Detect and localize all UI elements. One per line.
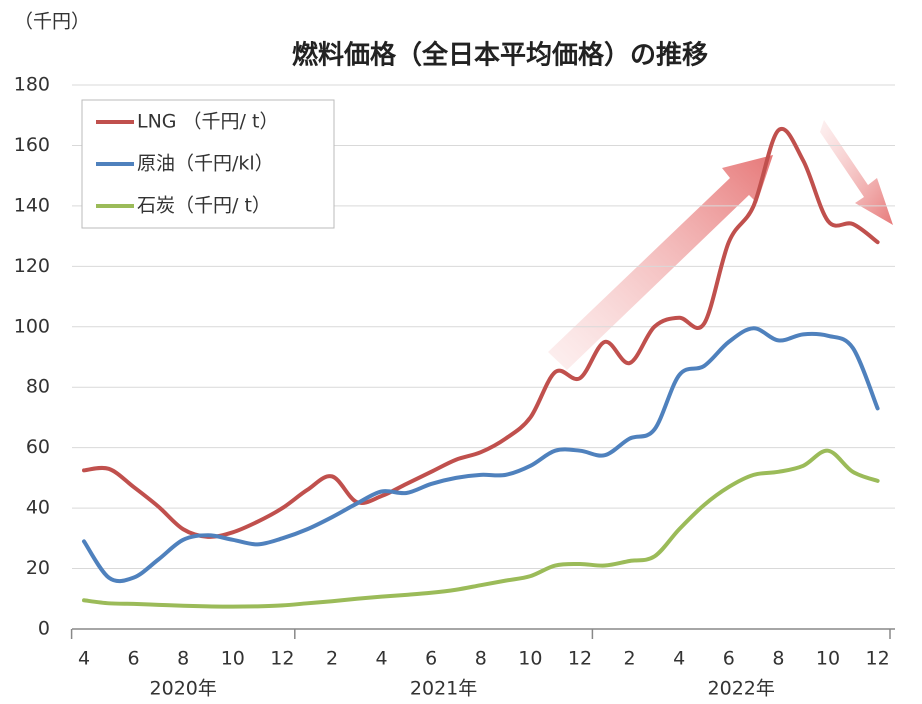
year-label: 2021年: [410, 678, 477, 700]
year-label: 2020年: [150, 678, 217, 700]
y-tick-label: 120: [14, 255, 50, 277]
x-tick-label: 12: [568, 648, 592, 670]
x-tick-label: 8: [772, 648, 784, 670]
legend-label: 原油（千円/kl）: [137, 153, 274, 175]
y-tick-label: 140: [14, 194, 50, 216]
x-tick-label: 4: [673, 648, 685, 670]
x-tick-label: 10: [816, 648, 840, 670]
chart-title: 燃料価格（全日本平均価格）の推移: [292, 40, 708, 71]
x-tick-label: 8: [177, 648, 189, 670]
legend-label: 石炭（千円/ t）: [137, 195, 271, 217]
x-tick-label: 4: [78, 648, 90, 670]
y-tick-label: 160: [14, 134, 50, 156]
year-label: 2022年: [708, 678, 775, 700]
decor-arrow-down: [820, 120, 893, 225]
x-tick-label: 12: [866, 648, 890, 670]
x-tick-label: 6: [425, 648, 437, 670]
y-tick-label: 180: [14, 74, 50, 96]
x-tick-label: 8: [475, 648, 487, 670]
x-tick-label: 10: [221, 648, 245, 670]
x-tick-label: 12: [270, 648, 294, 670]
y-axis-label: （千円）: [14, 11, 90, 33]
y-tick-label: 40: [26, 497, 50, 519]
x-tick-label: 2: [624, 648, 636, 670]
x-tick-label: 6: [723, 648, 735, 670]
y-tick-label: 0: [38, 618, 50, 640]
legend-label: LNG （千円/ t）: [137, 111, 278, 133]
y-tick-label: 20: [26, 557, 50, 579]
x-tick-label: 10: [518, 648, 542, 670]
series-line: [82, 448, 880, 609]
y-tick-label: 80: [26, 376, 50, 398]
x-tick-label: 4: [376, 648, 388, 670]
x-tick-label: 2: [326, 648, 338, 670]
series-line: [82, 326, 880, 584]
y-tick-label: 60: [26, 436, 50, 458]
decor-arrow-up: [548, 155, 773, 370]
x-tick-label: 6: [128, 648, 140, 670]
y-tick-label: 100: [14, 315, 50, 337]
